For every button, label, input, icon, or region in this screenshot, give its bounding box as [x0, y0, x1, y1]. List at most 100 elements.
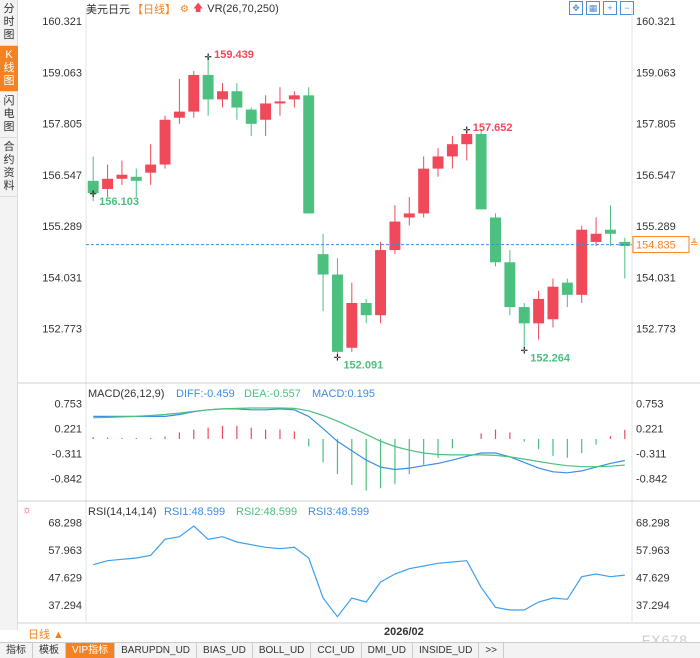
candle-body [561, 282, 573, 295]
price-tick-right: 157.805 [636, 119, 676, 131]
bottom-tab-more[interactable]: >> [479, 643, 505, 658]
macd-diff: DIFF:-0.459 [176, 388, 235, 400]
chart-tools: ✥ ▦ + − [569, 1, 634, 15]
bottom-tab-barupdn[interactable]: BARUPDN_UD [115, 643, 198, 658]
price-tick-left: 160.321 [42, 16, 82, 28]
bottom-tab-cci[interactable]: CCI_UD [311, 643, 362, 658]
tab-timeshare[interactable]: 分时图 [0, 0, 18, 46]
candle-body [604, 229, 616, 234]
candle-body [504, 262, 516, 308]
bottom-tab-bias[interactable]: BIAS_UD [197, 643, 253, 658]
grid-icon[interactable]: ▦ [586, 1, 600, 15]
candle-body [303, 95, 315, 214]
candle-body [547, 286, 559, 320]
rsi-tick-right: 57.963 [636, 545, 670, 557]
candle-body [518, 307, 530, 324]
price-tick-right: 160.321 [636, 16, 676, 28]
candle-body [475, 134, 487, 210]
price-tick-left: 157.805 [42, 119, 82, 131]
macd-tick-left: -0.842 [51, 473, 82, 485]
price-tick-left: 154.031 [42, 272, 82, 284]
price-tick-right: 155.289 [636, 221, 676, 233]
rsi-tick-left: 37.294 [48, 600, 82, 612]
candle-body [389, 221, 401, 251]
rsi-rsi2: RSI2:48.599 [236, 506, 297, 518]
chart-header: 美元日元 【日线】 ⚙ 🡅 VR(26,70,250) [86, 1, 279, 17]
annotation-marker-icon: ✛ [89, 189, 97, 199]
candle-body [317, 254, 329, 275]
bottom-tab-inside[interactable]: INSIDE_UD [413, 643, 480, 658]
candle-body [159, 119, 171, 165]
settings-icon[interactable]: ⚙ [180, 3, 189, 15]
bottom-toolbar: 指标 模板 VIP指标 BARUPDN_UD BIAS_UD BOLL_UD C… [0, 642, 700, 658]
rsi-tick-right: 37.294 [636, 600, 670, 612]
candle-body [116, 174, 128, 179]
period-selector[interactable]: 日线 ▲ [28, 629, 64, 641]
macd-dea-line [93, 407, 625, 468]
bottom-tab-template[interactable]: 模板 [33, 643, 66, 658]
zoom-out-icon[interactable]: − [620, 1, 634, 15]
tab-contract-info[interactable]: 合约资料 [0, 138, 18, 197]
candle-body [432, 156, 444, 169]
candle-body [130, 176, 142, 181]
price-tick-left: 155.289 [42, 221, 82, 233]
bottom-tab-dmi[interactable]: DMI_UD [362, 643, 413, 658]
tab-kline[interactable]: K线图 [0, 46, 18, 92]
price-tick-right: 159.063 [636, 67, 676, 79]
macd-tick-left: 0.753 [54, 399, 82, 411]
macd-dea: DEA:-0.557 [244, 388, 301, 400]
annotation-low1: 156.103 [99, 196, 139, 208]
rsi-tick-left: 57.963 [48, 545, 82, 557]
last-price-label: 154.835 [636, 240, 676, 252]
macd-tick-right: -0.311 [636, 449, 666, 461]
bottom-tab-indicator[interactable]: 指标 [0, 643, 33, 658]
candle-body [619, 241, 631, 246]
macd-tick-right: -0.842 [636, 473, 667, 485]
candle-body [446, 144, 458, 157]
annotation-low2: 152.091 [343, 359, 383, 371]
side-tabs: 分时图 K线图 闪电图 合约资料 [0, 0, 18, 630]
candle-body [533, 298, 545, 324]
candle-body [274, 101, 286, 104]
candle-body [360, 302, 372, 316]
candle-body [331, 274, 343, 352]
bottom-tab-boll[interactable]: BOLL_UD [253, 643, 312, 658]
rsi-title: RSI(14,14,14) [88, 506, 156, 518]
rsi-settings-icon: ☼ [22, 504, 32, 516]
macd-title: MACD(26,12,9) [88, 388, 164, 400]
annotation-low3: 152.264 [530, 352, 571, 364]
candle-body [102, 178, 114, 189]
candle-body [490, 217, 501, 263]
zoom-in-icon[interactable]: + [603, 1, 617, 15]
chart-canvas[interactable]: 160.321 160.321 159.063 159.063 157.805 157.8… [0, 0, 700, 642]
candle-body [145, 164, 157, 173]
candle-body [245, 109, 257, 124]
move-icon[interactable]: ✥ [569, 1, 583, 15]
candle-body [590, 233, 602, 242]
rsi-rsi1: RSI1:48.599 [164, 506, 225, 518]
rsi-line [93, 525, 625, 618]
annotation-marker-icon: ✛ [463, 125, 471, 135]
period-tag: 【日线】 [132, 4, 176, 16]
date-label: 2026/02 [384, 626, 424, 638]
price-tick-left: 156.547 [42, 170, 82, 182]
rsi-tick-left: 47.629 [48, 573, 82, 585]
price-tick-right: 152.773 [636, 324, 676, 336]
symbol-name: 美元日元 [86, 4, 130, 16]
macd-tick-right: 0.221 [636, 424, 664, 436]
last-price-box [632, 236, 690, 254]
candle-body [173, 111, 185, 118]
annotation-marker-icon: ✛ [334, 352, 342, 362]
candle-body [260, 103, 272, 120]
tab-flash[interactable]: 闪电图 [0, 92, 18, 138]
bottom-tab-vip[interactable]: VIP指标 [66, 643, 116, 658]
macd-tick-left: 0.221 [54, 424, 82, 436]
arrow-icon[interactable]: 🡅 [192, 2, 204, 14]
candle-body [231, 91, 243, 108]
candle-body [375, 250, 387, 316]
macd-tick-right: 0.753 [636, 399, 664, 411]
annotation-high1: 159.439 [214, 49, 254, 61]
price-tick-left: 152.773 [42, 324, 82, 336]
candle-body [403, 213, 415, 218]
candle-body [217, 91, 228, 100]
